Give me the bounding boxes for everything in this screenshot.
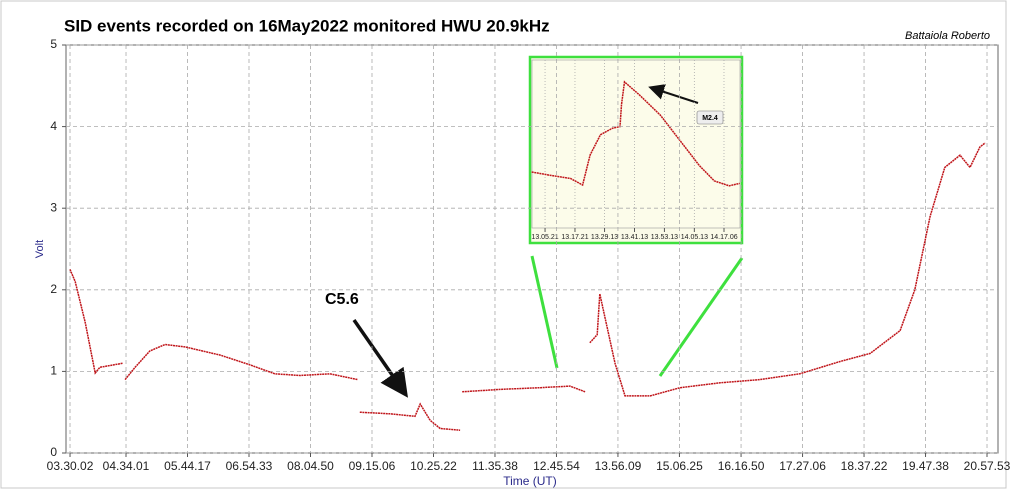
zoom-line — [530, 255, 559, 369]
x-tick-label: 09.15.06 — [349, 459, 396, 473]
y-tick-label: 1 — [50, 364, 57, 378]
inset-plot-area — [531, 59, 741, 229]
x-tick-label: 15.06.25 — [656, 459, 703, 473]
x-tick-label: 13.56.09 — [595, 459, 642, 473]
x-tick-label: 05.44.17 — [164, 459, 211, 473]
x-tick-label: 14.05.13 — [681, 234, 708, 241]
x-tick-label: 04.34.01 — [103, 459, 150, 473]
data-line — [531, 80, 740, 187]
x-tick-label: 10.25.22 — [410, 459, 457, 473]
y-axis-label: Volt — [34, 240, 46, 258]
x-tick-label: 18.37.22 — [841, 459, 888, 473]
x-tick-label: 16.16.50 — [718, 459, 765, 473]
chart-title: SID events recorded on 16May2022 monitor… — [64, 16, 550, 35]
x-tick-label: 20.57.53 — [964, 459, 1010, 473]
x-tick-label: 06.54.33 — [226, 459, 273, 473]
x-tick-label: 14.17.06 — [710, 234, 737, 241]
y-tick-label: 0 — [50, 445, 57, 459]
annotation: C5.6 — [325, 291, 359, 308]
annotation-box — [696, 110, 724, 125]
x-tick-label: 19.47.38 — [902, 459, 949, 473]
x-tick-label: 13.53.13 — [651, 234, 678, 241]
x-axis-label: Time (UT) — [503, 474, 557, 488]
x-tick-label: 13.05.21 — [531, 234, 558, 241]
x-tick-label: 03.30.02 — [47, 459, 94, 473]
x-tick-label: 12.45.54 — [533, 459, 580, 473]
x-tick-label: 11.35.38 — [472, 459, 518, 473]
x-tick-label: 13.17.21 — [561, 234, 588, 241]
x-tick-label: 13.29.13 — [591, 234, 618, 241]
x-tick-label: 17.27.06 — [779, 459, 826, 473]
x-tick-label: 08.04.50 — [287, 459, 334, 473]
y-tick-label: 3 — [50, 200, 57, 214]
y-tick-label: 4 — [50, 119, 57, 133]
credit: Battaiola Roberto — [905, 30, 990, 42]
y-tick-label: 2 — [50, 282, 57, 296]
annotation: M2.4 — [702, 115, 718, 122]
x-tick-label: 13.41.13 — [621, 234, 648, 241]
arrow — [352, 319, 408, 398]
zoom-line — [658, 257, 744, 377]
arrow — [648, 84, 699, 104]
data-line — [69, 142, 986, 431]
y-tick-label: 5 — [50, 37, 57, 51]
